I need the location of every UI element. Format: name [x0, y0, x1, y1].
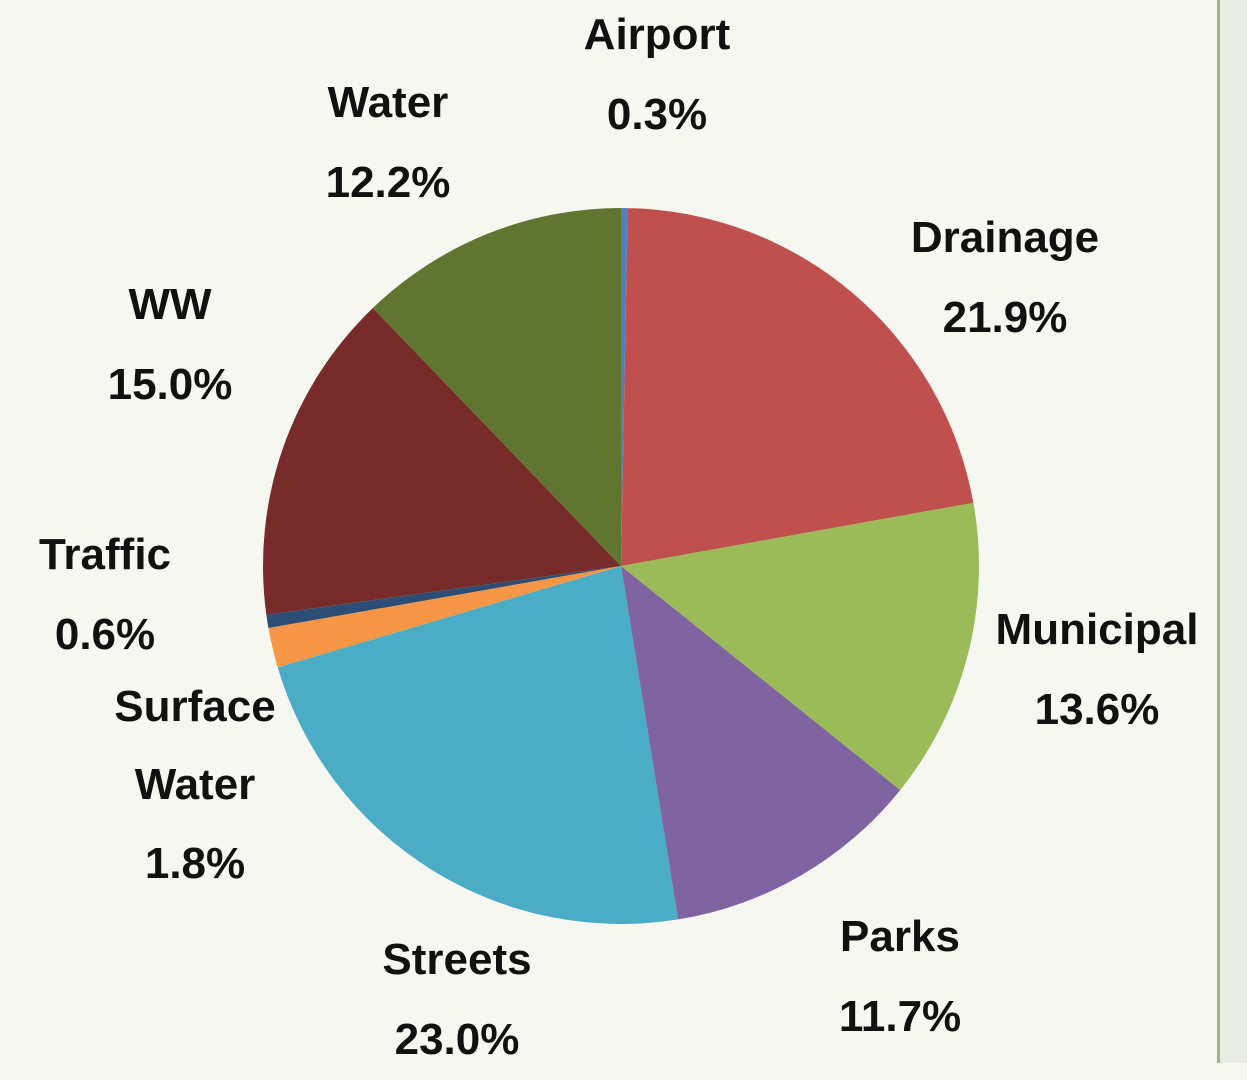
pie-slice: [621, 208, 628, 566]
pie-slice: [277, 566, 679, 924]
value-label: 1.8%: [144, 839, 246, 888]
category-label: Drainage: [910, 213, 1100, 262]
value-label: 23.0%: [394, 1015, 520, 1064]
pie-slice: [266, 566, 621, 629]
pie-slice: [263, 307, 621, 615]
category-label: Parks: [840, 912, 960, 961]
category-label: Streets: [382, 935, 532, 984]
data-label: Traffic 0.6%: [39, 515, 171, 675]
pie-slice: [268, 566, 621, 668]
data-label: Streets 23.0%: [382, 920, 531, 1080]
data-label: Municipal 13.6%: [996, 590, 1199, 750]
value-label: 11.7%: [838, 992, 962, 1041]
category-label: Water: [327, 78, 449, 127]
value-label: 15.0%: [107, 360, 233, 409]
category-label: Airport: [583, 10, 731, 59]
value-label: 21.9%: [942, 293, 1068, 342]
value-label: 0.3%: [606, 90, 708, 139]
pie-slice: [621, 208, 974, 566]
category-label: Surface Water: [114, 682, 276, 809]
data-label: Airport 0.3%: [584, 0, 731, 155]
pie-slice: [621, 566, 901, 920]
category-label: Traffic: [38, 530, 172, 579]
value-label: 12.2%: [325, 158, 451, 207]
data-label: Surface Water 1.8%: [85, 668, 305, 904]
pie-slice: [372, 208, 621, 566]
data-label: WW 15.0%: [108, 265, 233, 425]
data-label: Water 12.2%: [326, 63, 451, 223]
value-label: 0.6%: [54, 610, 156, 659]
window-edge: [1217, 0, 1247, 1063]
pie-slice: [621, 502, 979, 791]
data-label: Parks 11.7%: [839, 897, 961, 1057]
value-label: 13.6%: [1034, 685, 1160, 734]
data-label: Drainage 21.9%: [911, 198, 1099, 358]
category-label: Municipal: [995, 605, 1199, 654]
category-label: WW: [128, 280, 212, 329]
